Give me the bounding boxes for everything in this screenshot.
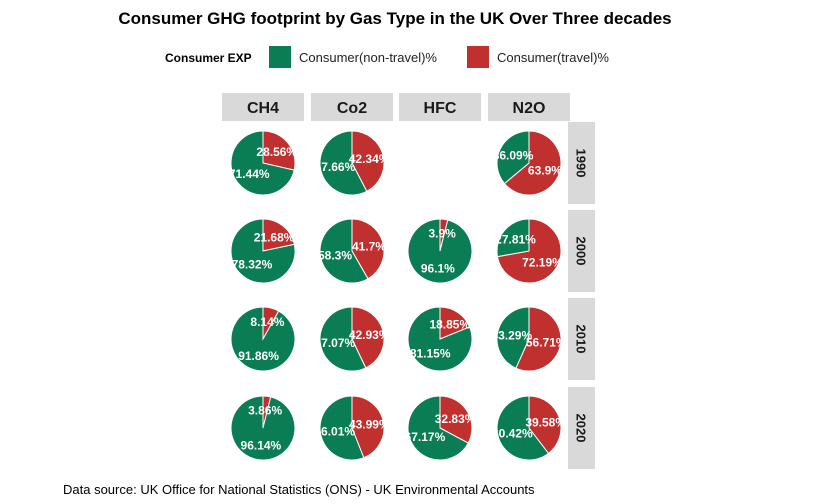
slice-non-travel	[230, 130, 295, 196]
pie-co2-2020: 43.99%56.01%	[314, 395, 390, 461]
slice-non-travel	[319, 130, 368, 196]
slice-label-travel: 28.56%	[256, 145, 297, 159]
column-strip-label-ch4: CH4	[247, 100, 279, 117]
slice-non-travel	[407, 395, 469, 461]
slice-label-travel: 56.71%	[526, 336, 567, 350]
row-strip-label-1990: 1990	[574, 149, 589, 178]
slice-travel	[351, 306, 385, 369]
pie-ch4-1990: 28.56% 71.44%	[229, 130, 297, 196]
slice-non-travel	[496, 306, 530, 369]
slice-label-travel: 72.19%	[522, 255, 563, 269]
column-strip-hfc	[399, 93, 481, 121]
slice-label-non-travel: 96.1%	[421, 261, 455, 275]
slice-label-non-travel: 60.42%	[492, 427, 533, 441]
column-strip-label-n2o: N2O	[513, 100, 546, 117]
pie-n2o-2010: 56.71%43.29%	[491, 306, 567, 372]
slice-travel	[351, 218, 385, 280]
chart-title: Consumer GHG footprint by Gas Type in th…	[118, 9, 671, 28]
pie-co2-2000: 41.7%58.3%	[318, 218, 386, 284]
slice-label-non-travel: 56.01%	[314, 424, 355, 438]
slice-travel	[439, 306, 471, 340]
pie-n2o-2000: 72.19% 27.81%	[495, 218, 563, 284]
slice-label-non-travel: 91.86%	[238, 349, 279, 363]
row-strip-label-2000: 2000	[574, 237, 589, 266]
legend-swatch-travel	[467, 46, 489, 68]
column-strip-n2o	[488, 93, 570, 121]
slice-non-travel	[496, 130, 530, 185]
pie-n2o-1990: 63.9%36.09%	[493, 130, 562, 196]
slice-label-non-travel: 36.09%	[493, 149, 534, 163]
column-strip-co2	[311, 93, 393, 121]
slice-non-travel	[319, 306, 367, 372]
pie-hfc-2000: 3.9% 96.1%	[407, 218, 473, 284]
slice-label-travel: 43.99%	[349, 418, 390, 432]
slice-non-travel	[319, 395, 365, 461]
pie-co2-2010: 42.93%57.07%	[314, 306, 390, 372]
slice-non-travel	[407, 218, 473, 284]
slice-label-non-travel: 57.66%	[315, 160, 356, 174]
slice-label-travel: 39.58%	[525, 415, 566, 429]
legend-swatch-non-travel	[269, 46, 291, 68]
slice-non-travel	[230, 395, 296, 461]
slice-label-non-travel: 71.44%	[229, 167, 270, 181]
slice-label-travel: 41.7%	[352, 239, 386, 253]
column-strip-ch4	[222, 93, 304, 121]
row-strip-2000	[568, 210, 595, 292]
row-strip-label-2020: 2020	[574, 414, 589, 443]
slice-non-travel	[319, 218, 369, 284]
slice-non-travel	[230, 218, 296, 284]
pie-ch4-2020: 3.86% 96.14%	[230, 395, 296, 461]
chart-caption: Data source: UK Office for National Stat…	[63, 482, 535, 497]
slice-label-non-travel: 81.15%	[410, 347, 451, 361]
row-strip-label-2010: 2010	[574, 325, 589, 354]
legend-label-travel: Consumer(travel)%	[497, 50, 609, 65]
slice-travel	[262, 130, 296, 171]
pie-n2o-2020: 39.58%60.42%	[492, 395, 566, 461]
row-strip-2010	[568, 298, 595, 380]
slice-label-travel: 32.83%	[435, 412, 476, 426]
legend-title: Consumer EXP	[165, 51, 252, 65]
slice-travel	[503, 130, 562, 196]
row-strip-1990	[568, 122, 595, 204]
pie-hfc-2010: 18.85% 81.15%	[407, 306, 473, 372]
slice-label-non-travel: 27.81%	[495, 233, 536, 247]
slice-label-travel: 3.9%	[428, 227, 456, 241]
slice-travel	[351, 395, 385, 459]
pie-hfc-2020: 32.83% 67.17%	[405, 395, 476, 461]
column-strip-label-hfc: HFC	[424, 100, 457, 117]
column-strips: CH4 Co2 HFC N2O	[222, 93, 570, 121]
slice-label-travel: 21.68%	[254, 230, 295, 244]
slice-non-travel	[407, 306, 473, 372]
pie-panels: 28.56% 71.44% 42.34%57.66% 63.9%36.09% 21.68…	[229, 130, 567, 461]
column-strip-label-co2: Co2	[337, 100, 367, 117]
pie-ch4-2000: 21.68% 78.32%	[230, 218, 296, 284]
slice-label-travel: 42.93%	[349, 328, 390, 342]
slice-label-non-travel: 67.17%	[405, 430, 446, 444]
slice-label-travel: 3.86%	[248, 404, 282, 418]
slice-label-travel: 42.34%	[349, 152, 390, 166]
slice-travel	[262, 218, 295, 252]
slice-non-travel	[496, 218, 530, 258]
slice-label-non-travel: 43.29%	[491, 328, 532, 342]
row-strips: 1990 2000 2010 2020	[568, 122, 595, 469]
slice-label-travel: 63.9%	[528, 163, 562, 177]
slice-non-travel	[496, 395, 550, 461]
legend: Consumer EXP Consumer(non-travel)% Consu…	[165, 46, 609, 68]
slice-travel	[515, 306, 562, 372]
slice-label-non-travel: 96.14%	[241, 438, 282, 452]
slice-label-non-travel: 58.3%	[318, 249, 352, 263]
pie-co2-1990: 42.34%57.66%	[315, 130, 390, 196]
slice-label-non-travel: 78.32%	[232, 258, 273, 272]
pie-ch4-2010: 8.14% 91.86%	[230, 306, 296, 372]
slice-travel	[528, 395, 562, 455]
slice-label-non-travel: 57.07%	[314, 336, 355, 350]
slice-travel	[439, 395, 473, 444]
slice-label-travel: 18.85%	[429, 317, 470, 331]
slice-non-travel	[230, 306, 296, 372]
slice-label-travel: 8.14%	[250, 315, 284, 329]
legend-label-non-travel: Consumer(non-travel)%	[299, 50, 437, 65]
slice-travel	[351, 130, 385, 193]
row-strip-2020	[568, 387, 595, 469]
